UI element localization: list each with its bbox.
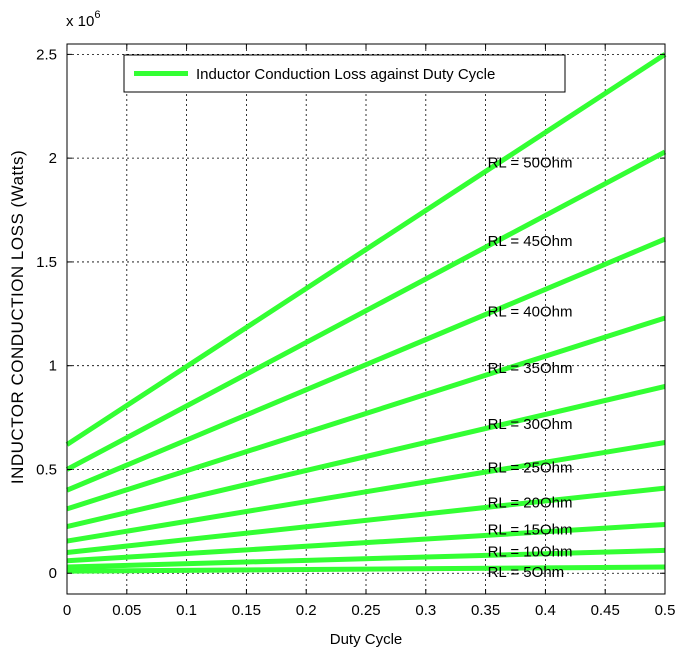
y-exponent-label: x 106 xyxy=(66,9,100,30)
y-tick-label: 0.5 xyxy=(36,461,57,478)
series-line-7 xyxy=(66,521,666,564)
ticks-layer: 0 0.05 0.1 0.15 0.2 0.25 0.3 0.35 0.4 0.45 0.5 0 0.5… xyxy=(36,44,675,619)
x-tick-label: 0.25 xyxy=(351,602,380,619)
series-label-2: RL = 40Ohm xyxy=(488,304,573,321)
series-line-8 xyxy=(66,547,666,570)
legend-box xyxy=(123,54,566,93)
x-tick-label: 0.1 xyxy=(176,602,197,619)
legend: Inductor Conduction Loss against Duty Cy… xyxy=(123,54,566,93)
series-label-8: RL = 10Ohm xyxy=(488,543,573,560)
y-tick-label: 2.5 xyxy=(36,46,57,63)
y-tick-label: 2 xyxy=(49,150,57,167)
series-label-7: RL = 15Ohm xyxy=(488,522,573,539)
x-tick-label: 0.15 xyxy=(232,602,261,619)
x-tick-label: 0.2 xyxy=(296,602,317,619)
y-axis-label: INDUCTOR CONDUCTION LOSS (Watts) xyxy=(8,150,27,484)
series-line-3 xyxy=(66,315,666,512)
y-tick-label: 0 xyxy=(49,565,57,582)
legend-entry: Inductor Conduction Loss against Duty Cy… xyxy=(196,66,495,83)
x-tick-label: 0.5 xyxy=(655,602,676,619)
series-line-5 xyxy=(66,440,666,544)
y-tick-label: 1 xyxy=(49,358,57,375)
series-label-3: RL = 35Ohm xyxy=(488,360,573,377)
series-label-1: RL = 45Ohm xyxy=(488,233,573,250)
x-axis-label: Duty Cycle xyxy=(330,631,403,648)
x-tick-label: 0.35 xyxy=(471,602,500,619)
series-label-9: RL = 5Ohm xyxy=(488,564,565,581)
y-exponent-power: 6 xyxy=(94,9,100,21)
series-label-6: RL = 20Ohm xyxy=(488,495,573,512)
x-tick-label: 0 xyxy=(63,602,71,619)
series-line-9 xyxy=(66,564,666,574)
series-line-2 xyxy=(66,236,666,493)
series-labels-layer: RL = 50Ohm RL = 45Ohm RL = 40Ohm RL = 35Ohm… xyxy=(488,154,573,581)
series-line-4 xyxy=(66,384,666,529)
x-tick-label: 0.3 xyxy=(415,602,436,619)
series-line-6 xyxy=(66,485,666,555)
series-label-4: RL = 30Ohm xyxy=(488,416,573,433)
series-label-0: RL = 50Ohm xyxy=(488,154,573,171)
x-tick-label: 0.4 xyxy=(535,602,556,619)
lines-layer xyxy=(65,52,667,574)
series-label-5: RL = 25Ohm xyxy=(488,459,573,476)
x-tick-label: 0.45 xyxy=(591,602,620,619)
x-tick-label: 0.05 xyxy=(112,602,141,619)
y-tick-label: 1.5 xyxy=(36,254,57,271)
grid-layer xyxy=(67,44,665,594)
series-line-0 xyxy=(65,52,667,447)
series-line-1 xyxy=(65,149,667,472)
